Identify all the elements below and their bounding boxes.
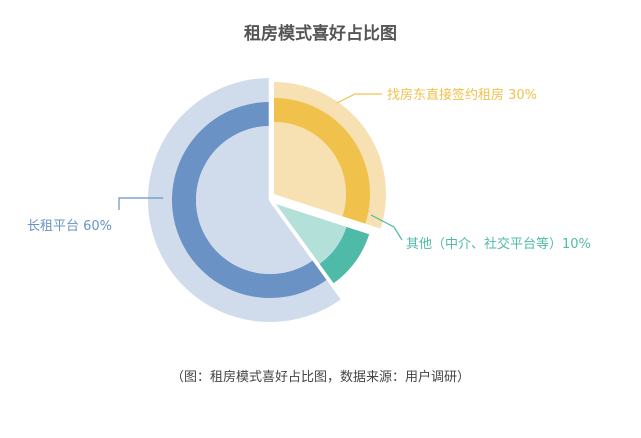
slice-separator: [269, 198, 389, 240]
slice-label: 找房东直接签约租房 30%: [387, 87, 537, 103]
slice-center: [276, 204, 347, 264]
slice-center: [195, 126, 314, 274]
slice-band: [172, 102, 328, 299]
slice-band: [319, 226, 370, 284]
slice-label: 其他（中介、社交平台等）10%: [406, 236, 591, 252]
slice-band: [274, 98, 370, 224]
leader-line: [370, 214, 403, 241]
chart-title: 租房模式喜好占比图: [244, 24, 397, 44]
slice-center: [274, 122, 346, 217]
chart-caption: （图：租房模式喜好占比图，数据来源：用户调研）: [170, 370, 470, 385]
slice-label: 长租平台 60%: [27, 219, 112, 234]
leader-line: [118, 197, 163, 210]
leader-line: [336, 93, 382, 104]
slice-separator: [268, 199, 344, 302]
